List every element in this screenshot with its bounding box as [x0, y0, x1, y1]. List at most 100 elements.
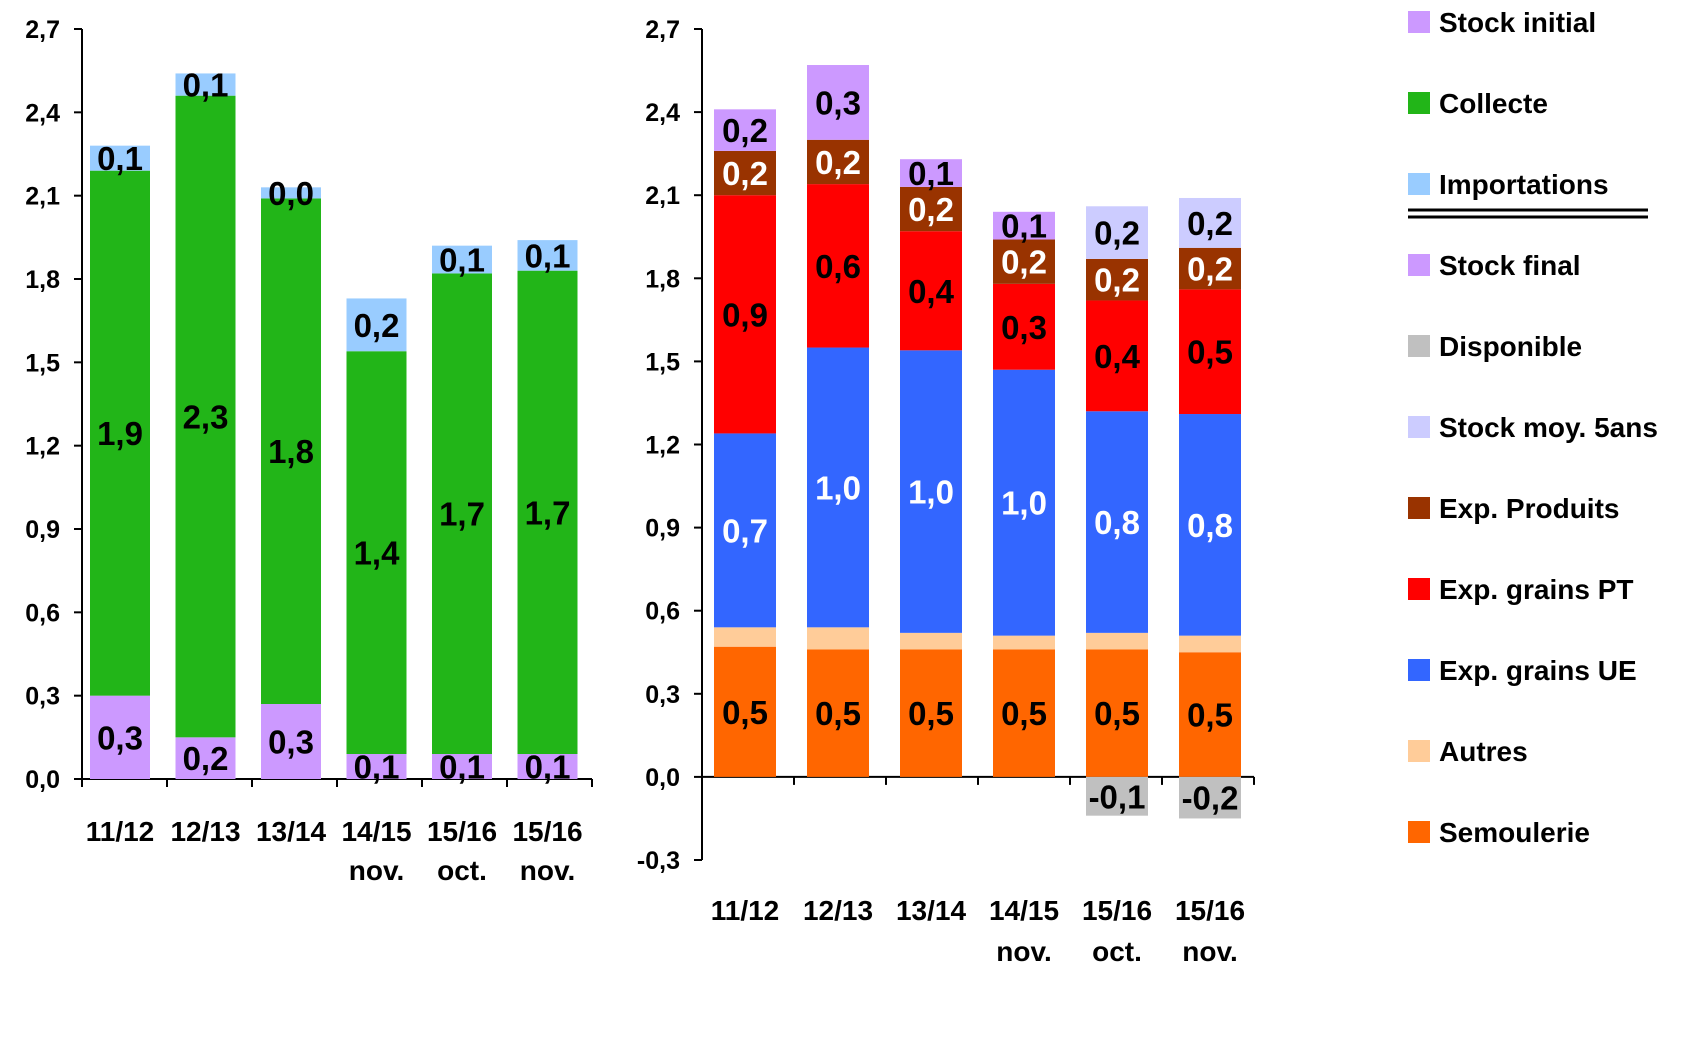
data-label: 0,2	[1187, 251, 1233, 288]
data-label: 0,1	[908, 155, 954, 192]
data-label: 0,3	[1001, 309, 1047, 346]
y-tick-label: 1,8	[25, 266, 60, 294]
data-label: 0,2	[722, 112, 768, 149]
data-label: 0,7	[722, 512, 768, 549]
data-label: 1,0	[815, 469, 861, 506]
legend-label: Exp. Produits	[1439, 493, 1619, 524]
legend-swatch	[1408, 254, 1430, 276]
data-label: 1,4	[354, 535, 401, 572]
data-label: 0,3	[97, 719, 143, 756]
legend-label: Semoulerie	[1439, 817, 1590, 848]
chart-uses: -0,3 0,0 0,3 0,6 0,9 1,2 1,5 1,8 2,1 2,4 2,7 0,5 0,7…	[637, 16, 1255, 967]
data-label: 0,5	[1094, 695, 1140, 732]
legend-swatch	[1408, 335, 1430, 357]
bar-segment	[90, 695, 150, 779]
data-label: -0,1	[1089, 778, 1146, 815]
bar-segment	[1179, 414, 1241, 636]
bar-segment	[900, 350, 962, 633]
data-label: 1,0	[1001, 485, 1047, 522]
y-tick-label: 0,9	[25, 516, 60, 544]
data-label: 0,8	[1094, 504, 1140, 541]
bar-segment	[432, 273, 492, 754]
bar-segment	[807, 139, 869, 185]
data-label: 0,1	[439, 749, 485, 786]
bar-segment	[1086, 300, 1148, 412]
bar-segment	[261, 198, 321, 704]
bar-segment	[1086, 411, 1148, 633]
bar-segment	[900, 159, 962, 187]
y-tick-label: 1,2	[25, 433, 60, 461]
data-label: 0,5	[1187, 334, 1233, 371]
legend-swatch	[1408, 578, 1430, 600]
data-label: -0,2	[1182, 780, 1239, 817]
y-tick-label: 1,5	[25, 349, 60, 377]
y-tick-label: 2,7	[25, 16, 60, 44]
bar-segment	[90, 170, 150, 696]
y-tick-label: 1,8	[645, 265, 680, 293]
category-label: 13/14	[896, 895, 966, 926]
data-label: 1,7	[439, 496, 485, 533]
legend: Stock initial Collecte Importations Stock f…	[1408, 7, 1658, 848]
category-label: oct.	[1092, 936, 1142, 967]
category-label: 13/14	[256, 816, 326, 847]
data-label: 0,9	[722, 296, 768, 333]
bar-segment	[900, 186, 962, 232]
category-label: nov.	[349, 855, 404, 886]
category-label: oct.	[437, 855, 487, 886]
data-label: 0,3	[268, 724, 314, 761]
bar-segment	[900, 632, 962, 650]
y-tick-label: -0,3	[637, 847, 680, 875]
category-label: 14/15	[989, 895, 1059, 926]
data-label: 0,5	[908, 695, 954, 732]
bar-segment	[1086, 258, 1148, 301]
legend-label: Stock moy. 5ans	[1439, 412, 1658, 443]
bar-segment	[517, 754, 578, 779]
bar-segment	[517, 240, 578, 271]
data-label: 0,1	[183, 67, 229, 104]
bar-segment	[1086, 632, 1148, 650]
bar-segment	[993, 369, 1055, 636]
y-tick-label: 2,7	[645, 16, 680, 44]
category-label: 12/13	[170, 816, 240, 847]
bar-segment	[1086, 206, 1148, 259]
category-label: nov.	[1182, 936, 1237, 967]
bar-segment	[1179, 247, 1241, 290]
legend-label: Stock initial	[1439, 7, 1596, 38]
y-tick-label: 2,1	[645, 182, 680, 210]
bar-segment	[175, 73, 236, 96]
legend-label: Exp. grains PT	[1439, 574, 1634, 605]
bar-segment	[1086, 649, 1148, 777]
legend-label: Disponible	[1439, 331, 1582, 362]
data-label: 1,7	[525, 494, 571, 531]
data-label: 1,8	[268, 433, 314, 470]
data-label: 0,5	[815, 695, 861, 732]
bar-segment	[432, 245, 492, 274]
bar-segment	[175, 737, 236, 779]
y-tick-label: 1,2	[645, 432, 680, 460]
data-label: 0,2	[183, 740, 229, 777]
bar-segment	[90, 145, 150, 171]
category-label: 15/16	[512, 816, 582, 847]
y-tick-label: 0,6	[645, 598, 680, 626]
legend-swatch	[1408, 821, 1430, 843]
y-tick-label: 0,6	[25, 599, 60, 627]
data-label: 1,9	[97, 415, 143, 452]
data-label: 0,5	[722, 694, 768, 731]
data-label: 0,5	[1001, 695, 1047, 732]
legend-label: Importations	[1439, 169, 1609, 200]
data-label: 0,2	[722, 155, 768, 192]
legend-label: Exp. grains UE	[1439, 655, 1637, 686]
data-label: 0,0	[268, 175, 314, 212]
bar-segment	[714, 195, 776, 434]
legend-label: Collecte	[1439, 88, 1548, 119]
category-label: 11/12	[86, 816, 155, 847]
legend-label: Stock final	[1439, 250, 1581, 281]
y-tick-label: 0,0	[645, 764, 680, 792]
category-label: 15/16	[1175, 895, 1245, 926]
y-tick-label: 0,0	[25, 766, 60, 794]
category-label: nov.	[520, 855, 575, 886]
bar-segment	[1179, 776, 1241, 819]
data-label: 0,2	[1094, 262, 1140, 299]
legend-swatch	[1408, 416, 1430, 438]
bar-segment	[346, 754, 407, 779]
